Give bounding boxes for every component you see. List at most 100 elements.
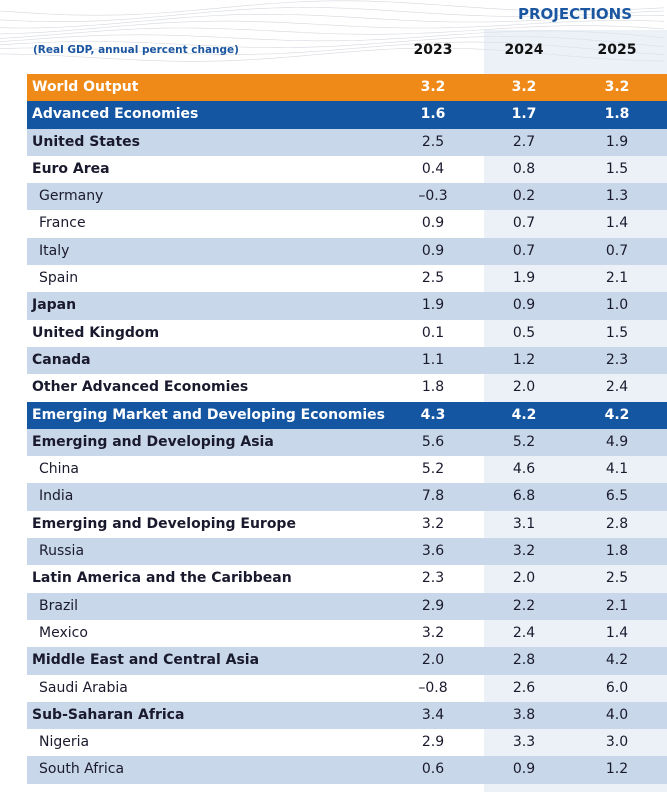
cell-value-2023: –0.3: [418, 188, 448, 205]
wave-line: [0, 7, 665, 22]
cell-value-2023: 5.6: [421, 433, 445, 450]
cell-value-2023: 3.2: [421, 515, 445, 532]
cell-value-2025: 4.2: [605, 652, 629, 669]
table-row: India 7.8 6.8 6.5: [27, 483, 667, 511]
table-row: Mexico 3.2 2.4 1.4: [27, 620, 667, 647]
cell-value-2023: 2.5: [421, 270, 445, 287]
cell-value-2024: 4.2: [511, 406, 537, 423]
cell-value-2024: 0.2: [512, 188, 536, 205]
table-row: Russia 3.6 3.2 1.8: [27, 538, 667, 566]
cell-value-2024: 2.0: [512, 379, 536, 396]
cell-value-2024: 5.2: [512, 433, 536, 450]
cell-value-2023: 4.3: [420, 406, 446, 423]
cell-value-2025: 4.2: [604, 406, 630, 423]
row-label: Japan: [32, 297, 77, 314]
cell-value-2023: 7.8: [421, 488, 445, 505]
row-label: Italy: [39, 242, 70, 259]
row-label: Emerging and Developing Asia: [32, 433, 274, 450]
cell-value-2024: 0.8: [512, 160, 536, 177]
table-row: Brazil 2.9 2.2 2.1: [27, 592, 667, 620]
cell-value-2024: 0.7: [512, 215, 536, 232]
cell-value-2024: 2.6: [512, 679, 536, 696]
cell-value-2023: 3.2: [421, 624, 445, 641]
cell-value-2025: 6.0: [605, 679, 629, 696]
cell-value-2025: 1.2: [605, 761, 629, 778]
background-wave-pattern: [0, 0, 665, 62]
wave-line: [0, 20, 665, 35]
table-row: Advanced Economies 1.6 1.7 1.8: [27, 101, 667, 129]
table-header: (Real GDP, annual percent change) 2023 2…: [0, 40, 667, 62]
table-row: South Africa 0.6 0.9 1.2: [27, 756, 667, 784]
cell-value-2024: 1.2: [512, 351, 536, 368]
row-label: Germany: [39, 188, 104, 205]
cell-value-2023: 0.9: [421, 215, 445, 232]
table-row: Spain 2.5 1.9 2.1: [27, 265, 667, 292]
table-row: United Kingdom 0.1 0.5 1.5: [27, 320, 667, 347]
cell-value-2024: 6.8: [512, 488, 536, 505]
cell-value-2025: 1.5: [605, 160, 629, 177]
cell-value-2024: 3.3: [512, 734, 536, 751]
cell-value-2025: 1.0: [605, 297, 629, 314]
growth-table: World Output 3.2 3.2 3.2 Advanced Economies 1…: [27, 74, 667, 784]
row-label: Russia: [39, 543, 85, 560]
cell-value-2023: 0.1: [421, 324, 445, 341]
wave-line: [0, 0, 665, 16]
cell-value-2024: 1.9: [512, 270, 536, 287]
table-row: Emerging and Developing Europe 3.2 3.1 2.8: [27, 511, 667, 538]
row-label: United Kingdom: [32, 324, 160, 341]
cell-value-2024: 2.2: [512, 597, 536, 614]
cell-value-2025: 1.8: [605, 543, 629, 560]
cell-value-2024: 4.6: [512, 461, 536, 478]
table-row: Japan 1.9 0.9 1.0: [27, 292, 667, 320]
table-row: Euro Area 0.4 0.8 1.5: [27, 156, 667, 183]
cell-value-2025: 1.9: [605, 133, 629, 150]
table-row: Nigeria 2.9 3.3 3.0: [27, 729, 667, 756]
cell-value-2023: 2.3: [421, 570, 445, 587]
cell-value-2023: 2.9: [421, 597, 445, 614]
cell-value-2023: 1.8: [421, 379, 445, 396]
row-label: Saudi Arabia: [39, 679, 128, 696]
cell-value-2023: 2.0: [421, 652, 445, 669]
year-header-2023: 2023: [413, 42, 453, 58]
table-row: Germany –0.3 0.2 1.3: [27, 183, 667, 211]
row-label: China: [39, 461, 79, 478]
row-label: Advanced Economies: [32, 106, 199, 123]
cell-value-2024: 2.0: [512, 570, 536, 587]
cell-value-2023: 1.1: [421, 351, 445, 368]
cell-value-2025: 0.7: [605, 242, 629, 259]
cell-value-2025: 1.3: [605, 188, 629, 205]
cell-value-2023: 0.9: [421, 242, 445, 259]
row-label: France: [39, 215, 86, 232]
cell-value-2024: 2.7: [512, 133, 536, 150]
cell-value-2024: 2.8: [512, 652, 536, 669]
row-label: Euro Area: [32, 160, 110, 177]
row-label: Spain: [39, 270, 79, 287]
cell-value-2024: 3.1: [512, 515, 536, 532]
row-label: Sub-Saharan Africa: [32, 706, 185, 723]
cell-value-2023: 2.5: [421, 133, 445, 150]
row-label: Canada: [32, 351, 91, 368]
cell-value-2023: 1.6: [420, 106, 446, 123]
projections-label: PROJECTIONS: [517, 5, 633, 23]
cell-value-2025: 2.5: [605, 570, 629, 587]
cell-value-2025: 2.4: [605, 379, 629, 396]
cell-value-2025: 1.4: [605, 215, 629, 232]
table-row: Emerging Market and Developing Economies…: [27, 401, 667, 429]
year-header-2025: 2025: [597, 42, 637, 58]
cell-value-2024: 1.7: [511, 106, 537, 123]
row-label: Latin America and the Caribbean: [32, 570, 292, 587]
table-row: Canada 1.1 1.2 2.3: [27, 346, 667, 375]
cell-value-2024: 0.9: [512, 297, 536, 314]
table-row: Latin America and the Caribbean 2.3 2.0 2.5: [27, 565, 667, 592]
cell-value-2023: 0.4: [421, 160, 445, 177]
table-row: Saudi Arabia –0.8 2.6 6.0: [27, 675, 667, 702]
cell-value-2023: 3.2: [420, 79, 446, 95]
cell-value-2025: 2.1: [605, 597, 629, 614]
row-label: Other Advanced Economies: [32, 379, 249, 396]
cell-value-2025: 1.4: [605, 624, 629, 641]
cell-value-2025: 4.0: [605, 706, 629, 723]
table-row: France 0.9 0.7 1.4: [27, 210, 667, 237]
cell-value-2024: 3.8: [512, 706, 536, 723]
cell-value-2025: 2.3: [605, 351, 629, 368]
wave-line: [0, 25, 665, 39]
